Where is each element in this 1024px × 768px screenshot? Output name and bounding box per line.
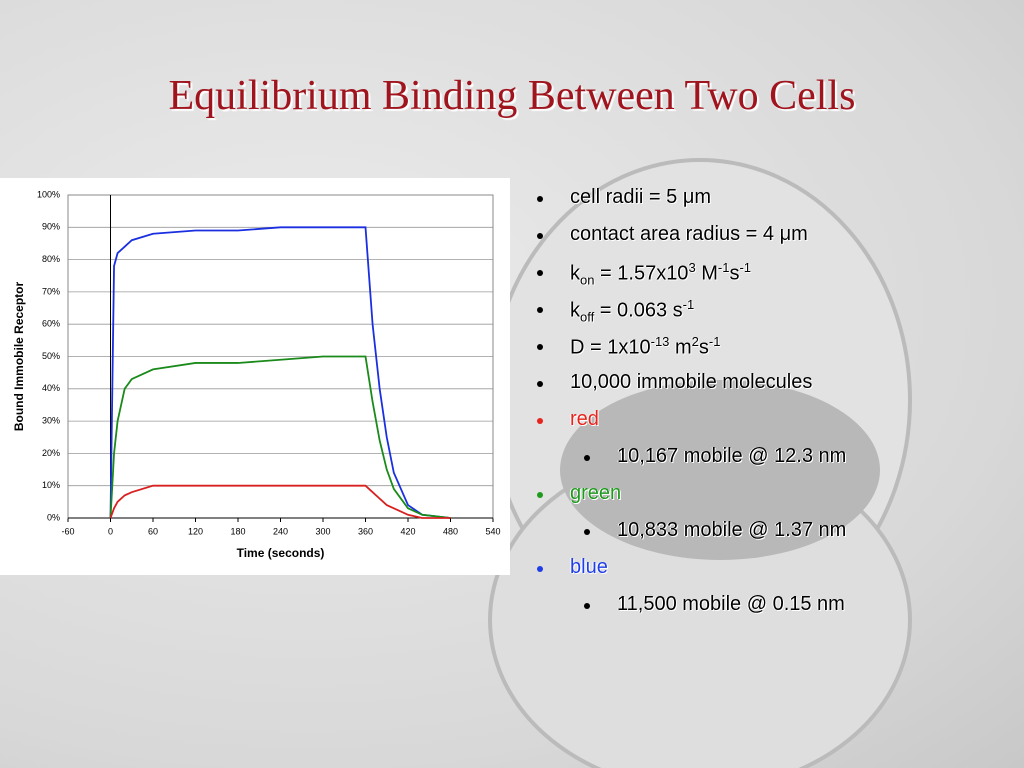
text-part: = 1.57x10 xyxy=(594,262,689,285)
text-part: 10,000 immobile molecules xyxy=(570,371,813,393)
text-part: -1 xyxy=(682,297,695,312)
y-tick-label: 70% xyxy=(42,286,60,296)
bullet-dot xyxy=(584,455,590,461)
text-part: s xyxy=(698,336,709,359)
text-part: cell radii = 5 μm xyxy=(570,186,712,208)
y-tick-label: 60% xyxy=(42,319,60,329)
text-part: -1 xyxy=(739,260,752,275)
text-part: 3 xyxy=(688,260,696,275)
bullet-dot xyxy=(537,270,543,276)
bullet-item: kon = 1.57x103 M-1s-1 xyxy=(530,260,1010,297)
bullet-dot xyxy=(537,344,543,350)
bullet-item: koff = 0.063 s-1 xyxy=(530,297,1010,334)
text-part: = 0.063 s xyxy=(594,299,683,322)
text-part: green xyxy=(570,482,622,504)
bullet-item: 10,000 immobile molecules xyxy=(530,371,1010,408)
bullet-list: cell radii = 5 μm contact area radius = 4… xyxy=(530,186,1010,630)
y-tick-label: 20% xyxy=(42,448,60,458)
y-tick-label: 0% xyxy=(47,512,60,522)
chart: 0% 10% 20% 30% 40% 50% 60% 70% 80% 90% 100% -60 0 60 1… xyxy=(0,178,510,575)
x-tick-label: 240 xyxy=(273,526,288,536)
x-tick-label: 360 xyxy=(358,526,373,536)
x-tick-label: 60 xyxy=(148,526,158,536)
text-part: blue xyxy=(570,556,608,578)
x-axis-label: Time (seconds) xyxy=(237,546,325,560)
bullet-item: 11,500 mobile @ 0.15 nm xyxy=(530,593,1010,630)
series-line xyxy=(109,355,451,519)
y-axis-label: Bound Immobile Receptor xyxy=(12,281,26,431)
bullet-item: green xyxy=(530,482,1010,519)
text-part: m xyxy=(669,336,692,359)
text-part: 10,167 mobile @ 12.3 nm xyxy=(617,445,847,467)
bullet-dot xyxy=(537,418,543,424)
bullet-item: red xyxy=(530,408,1010,445)
y-tick-label: 80% xyxy=(42,254,60,264)
x-tick-label: 0 xyxy=(108,526,113,536)
bullet-dot xyxy=(537,196,543,202)
y-tick-label: 10% xyxy=(42,480,60,490)
text-part: red xyxy=(570,408,599,430)
bullet-item: contact area radius = 4 μm xyxy=(530,223,1010,260)
text-part: on xyxy=(580,272,595,288)
text-part: 11,500 mobile @ 0.15 nm xyxy=(617,593,845,615)
text-part: -1 xyxy=(717,260,730,275)
text-part: k xyxy=(570,299,580,322)
y-tick-label: 50% xyxy=(42,351,60,361)
text-part: -1 xyxy=(708,334,721,349)
bullet-item: D = 1x10-13 m2s-1 xyxy=(530,334,1010,371)
y-tick-label: 100% xyxy=(37,189,60,199)
bullet-dot xyxy=(584,603,590,609)
x-tick-label: 120 xyxy=(188,526,203,536)
bullet-item: blue xyxy=(530,556,1010,593)
text-part: contact area radius = 4 μm xyxy=(570,223,808,245)
text-part: M xyxy=(695,262,718,285)
x-tick-label: -60 xyxy=(61,526,74,536)
bullet-dot xyxy=(537,307,543,313)
slide-title: Equilibrium Binding Between Two Cells xyxy=(168,73,856,119)
bullet-dot xyxy=(537,566,543,572)
y-tick-label: 40% xyxy=(42,383,60,393)
x-tick-label: 420 xyxy=(400,526,415,536)
x-tick-label: 300 xyxy=(315,526,330,536)
contact-area xyxy=(560,380,880,560)
text-part: off xyxy=(580,309,595,325)
x-tick-label: 480 xyxy=(443,526,458,536)
text-part: 10,833 mobile @ 1.37 nm xyxy=(617,519,847,541)
x-tick-label: 180 xyxy=(230,526,245,536)
bullet-item: cell radii = 5 μm xyxy=(530,186,1010,223)
bullet-dot xyxy=(537,492,543,498)
text-part: D = 1x10 xyxy=(570,336,651,359)
text-part: k xyxy=(570,262,580,285)
bullet-item: 10,833 mobile @ 1.37 nm xyxy=(530,519,1010,556)
y-tick-label: 90% xyxy=(42,222,60,232)
bullet-dot xyxy=(537,381,543,387)
text-part: -13 xyxy=(650,334,670,349)
text-part: 2 xyxy=(691,334,699,349)
bullet-item: 10,167 mobile @ 12.3 nm xyxy=(530,445,1010,482)
bullet-dot xyxy=(537,233,543,239)
y-tick-label: 30% xyxy=(42,415,60,425)
series-line xyxy=(109,226,451,519)
series-line xyxy=(109,484,451,519)
text-part: s xyxy=(729,262,740,285)
bullet-dot xyxy=(584,529,590,535)
x-tick-label: 540 xyxy=(485,526,500,536)
